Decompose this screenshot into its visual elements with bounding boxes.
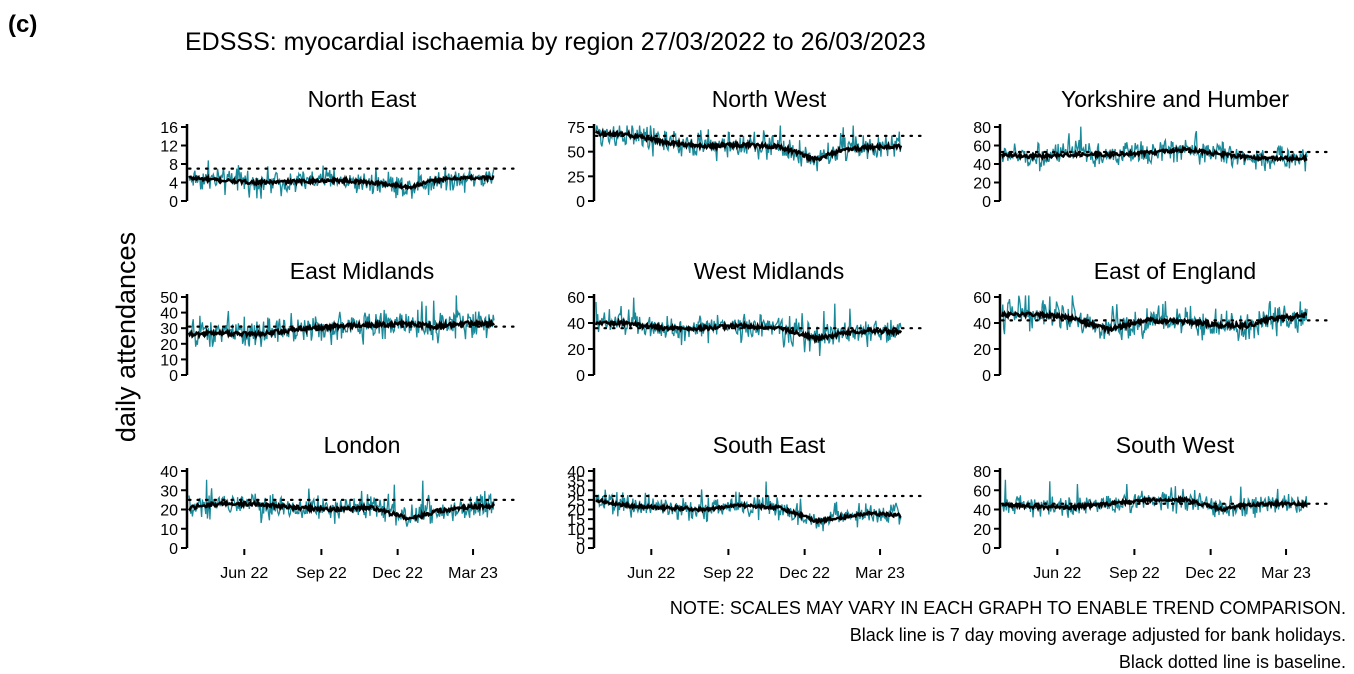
y-tick-label-west-midlands: 20	[567, 342, 585, 359]
panel-title-london: London	[324, 432, 401, 458]
y-tick-label-yorkshire-and-humber: 80	[973, 120, 991, 137]
panel-title-east-midlands: East Midlands	[290, 258, 434, 284]
panel-north-west: North West 0 25 50 75	[567, 86, 926, 211]
x-tick-label-london: Sep 22	[296, 565, 347, 582]
panel-title-south-east: South East	[713, 432, 826, 458]
daily-series-east-midlands	[188, 295, 495, 347]
y-axis-label: daily attendances	[111, 232, 141, 442]
y-tick-label-south-west: 80	[973, 464, 991, 481]
moving-average-yorkshire-and-humber	[1000, 145, 1308, 164]
y-tick-label-south-east: 25	[567, 493, 585, 510]
panel-north-east: North East 04 812 16	[160, 86, 519, 211]
y-tick-label-south-east: 40	[567, 464, 585, 481]
y-tick-label-east-midlands: 50	[160, 290, 178, 307]
y-tick-label-north-east: 4	[169, 176, 178, 193]
x-tick-label-london: Dec 22	[372, 565, 423, 582]
y-tick-label-south-west: 0	[982, 541, 991, 558]
note-moving-average: Black line is 7 day moving average adjus…	[850, 625, 1346, 645]
x-tick-label-south-west: Jun 22	[1033, 565, 1081, 582]
panel-title-east-of-england: East of England	[1094, 258, 1256, 284]
moving-average-london	[188, 497, 496, 523]
y-tick-label-south-west: 60	[973, 483, 991, 500]
y-tick-label-south-east: 0	[576, 541, 585, 558]
daily-series-yorkshire-and-humber	[1001, 126, 1308, 172]
panel-london: London 0 10 20 30 40 Jun 22 Sep 22 Dec 22 Mar 23	[160, 432, 519, 582]
x-tick-label-london: Jun 22	[220, 565, 268, 582]
x-tick-label-south-east: Jun 22	[627, 565, 675, 582]
y-tick-label-south-east: 10	[567, 522, 585, 539]
y-tick-label-south-east: 15	[567, 512, 585, 529]
x-tick-label-london: Mar 23	[448, 565, 498, 582]
x-tick-label-south-east: Sep 22	[703, 565, 754, 582]
y-tick-label-east-midlands: 40	[160, 306, 178, 323]
chart-title: EDSSS: myocardial ischaemia by region 27…	[185, 28, 926, 56]
panel-label: (c)	[8, 11, 37, 38]
x-tick-label-south-west: Dec 22	[1185, 565, 1236, 582]
daily-series-london	[188, 479, 495, 527]
y-tick-label-south-east: 20	[567, 503, 585, 520]
y-tick-label-london: 40	[160, 464, 178, 481]
y-tick-label-north-west: 0	[576, 194, 585, 211]
moving-average-north-west	[594, 127, 903, 164]
x-tick-label-south-west: Sep 22	[1109, 565, 1160, 582]
y-tick-label-london: 0	[169, 541, 178, 558]
y-tick-label-london: 30	[160, 483, 178, 500]
y-tick-label-west-midlands: 60	[567, 290, 585, 307]
y-tick-label-east-midlands: 20	[160, 337, 178, 354]
panel-east-of-england: East of England 0 20 40 60	[973, 258, 1332, 385]
y-tick-label-london: 20	[160, 503, 178, 520]
y-tick-label-london: 10	[160, 522, 178, 539]
y-tick-label-west-midlands: 40	[567, 316, 585, 333]
y-tick-label-north-west: 25	[567, 169, 585, 186]
moving-average-south-east	[595, 497, 902, 525]
y-tick-label-east-midlands: 10	[160, 352, 178, 369]
y-tick-label-south-west: 40	[973, 503, 991, 520]
daily-series-east-of-england	[1001, 295, 1308, 341]
y-tick-label-east-of-england: 20	[973, 342, 991, 359]
y-tick-label-south-east: 5	[576, 531, 585, 548]
y-tick-label-east-midlands: 30	[160, 321, 178, 338]
y-tick-label-north-east: 0	[169, 194, 178, 211]
x-tick-label-south-east: Mar 23	[855, 565, 905, 582]
x-tick-label-south-east: Dec 22	[779, 565, 830, 582]
moving-average-east-of-england	[1000, 309, 1308, 335]
panel-south-west: South West 0 20 40 60 80 Jun 22 Sep 22 Dec 22 Mar…	[973, 432, 1332, 582]
panel-title-north-west: North West	[712, 86, 827, 112]
y-tick-label-east-midlands: 0	[169, 368, 178, 385]
y-tick-label-east-of-england: 40	[973, 316, 991, 333]
y-tick-label-north-east: 16	[160, 120, 178, 137]
panel-title-north-east: North East	[308, 86, 417, 112]
y-tick-label-yorkshire-and-humber: 60	[973, 139, 991, 156]
y-tick-label-yorkshire-and-humber: 40	[973, 157, 991, 174]
note-scales: NOTE: SCALES MAY VARY IN EACH GRAPH TO E…	[670, 598, 1346, 618]
y-tick-label-west-midlands: 0	[576, 368, 585, 385]
y-tick-label-yorkshire-and-humber: 20	[973, 176, 991, 193]
y-tick-label-north-west: 75	[567, 120, 585, 137]
y-tick-label-north-west: 50	[567, 145, 585, 162]
moving-average-north-east	[188, 173, 495, 191]
panel-title-west-midlands: West Midlands	[694, 258, 844, 284]
panel-title-south-west: South West	[1116, 432, 1235, 458]
y-tick-label-yorkshire-and-humber: 0	[982, 194, 991, 211]
moving-average-west-midlands	[594, 317, 903, 345]
panel-west-midlands: West Midlands 0 20 40 60	[567, 258, 926, 385]
y-tick-label-east-of-england: 0	[982, 368, 991, 385]
y-tick-label-south-west: 20	[973, 522, 991, 539]
panel-title-yorkshire-and-humber: Yorkshire and Humber	[1061, 86, 1289, 112]
y-tick-label-east-of-england: 60	[973, 290, 991, 307]
moving-average-south-west	[1001, 494, 1308, 513]
y-tick-label-south-east: 30	[567, 483, 585, 500]
y-tick-label-north-east: 12	[160, 139, 178, 156]
note-baseline: Black dotted line is baseline.	[1119, 652, 1346, 672]
y-tick-label-south-east: 35	[567, 474, 585, 491]
y-tick-label-north-east: 8	[169, 157, 178, 174]
x-tick-label-south-west: Mar 23	[1261, 565, 1311, 582]
